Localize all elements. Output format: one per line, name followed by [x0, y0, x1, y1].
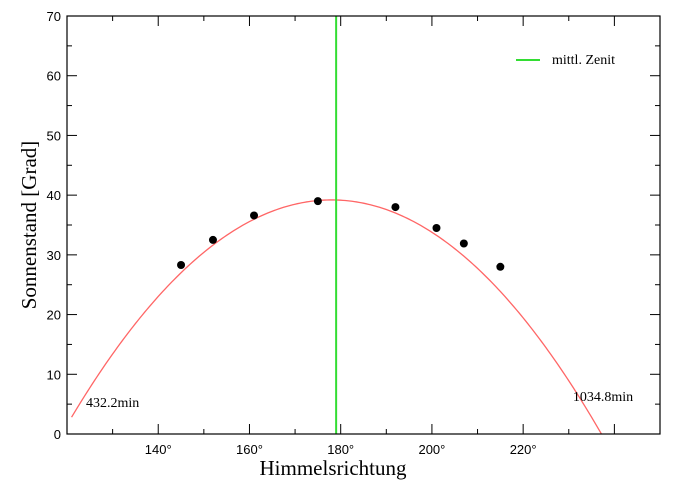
- x-axis: 140° 160° 180° 200° 220°: [66, 16, 615, 457]
- plot-area: [66, 15, 661, 435]
- data-point: [432, 223, 441, 232]
- data-point: [208, 235, 217, 244]
- y-tick-label: 50: [47, 128, 61, 143]
- fit-curve: [71, 199, 603, 434]
- y-axis: 0 10 20 30 40 50 60 70: [47, 9, 660, 442]
- y-tick-label: 40: [47, 188, 61, 203]
- legend: mittl. Zenit: [516, 53, 615, 68]
- y-tick-label: 20: [47, 308, 61, 323]
- y-tick-label: 30: [47, 248, 61, 263]
- x-tick-label: 200°: [418, 442, 445, 457]
- data-point: [496, 262, 505, 271]
- legend-label-zenit: mittl. Zenit: [552, 53, 615, 68]
- x-tick-label: 140°: [145, 442, 172, 457]
- y-tick-label: 60: [47, 69, 61, 84]
- x-tick-label: 220°: [510, 442, 537, 457]
- y-tick-label: 0: [54, 427, 61, 442]
- y-tick-label: 10: [47, 367, 61, 382]
- y-axis-title: Sonnenstand [Grad]: [17, 141, 41, 310]
- data-point: [250, 211, 259, 220]
- data-point: [391, 203, 400, 212]
- y-tick-label: 70: [47, 9, 61, 24]
- data-point: [177, 261, 186, 270]
- x-tick-label: 160°: [236, 442, 263, 457]
- annotation: 432.2min: [86, 396, 139, 411]
- x-axis-title: Himmelsrichtung: [260, 456, 407, 480]
- annotation: 1034.8min: [573, 390, 633, 405]
- data-point: [459, 239, 468, 248]
- x-tick-label: 180°: [327, 442, 354, 457]
- data-point: [313, 197, 322, 206]
